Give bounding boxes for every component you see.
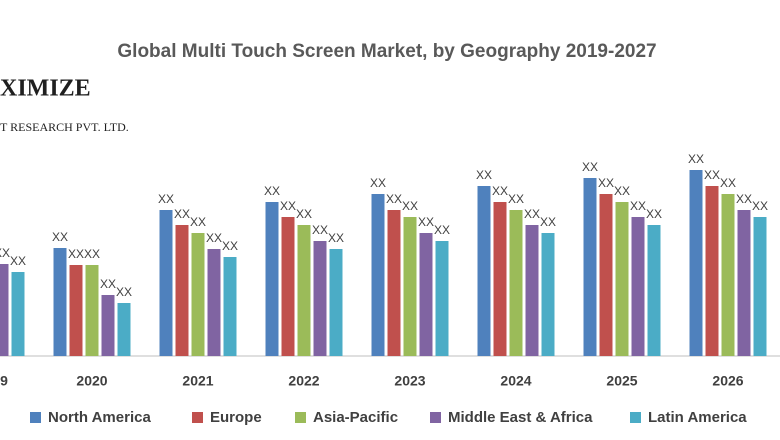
bar [599,194,613,356]
data-label: XX [296,207,312,221]
bar [265,202,279,356]
bar [615,202,629,356]
bar [329,249,343,356]
bar [419,233,433,356]
bar [721,194,735,356]
x-tick-label: 2022 [288,373,319,389]
data-label: XX [418,215,434,229]
bar [191,233,205,356]
legend-swatch [630,412,641,423]
data-label: XX [752,199,768,213]
data-label: XX [116,285,132,299]
data-label: XX [508,192,524,206]
data-label: XX [720,176,736,190]
bar [689,170,703,356]
bar [705,186,719,356]
data-label: XX [280,199,296,213]
data-label: XX [328,231,344,245]
legend-label: Latin America [648,409,747,426]
data-label: XX [476,168,492,182]
legend-swatch [30,412,41,423]
bar [631,217,645,356]
data-label: XX [736,192,752,206]
legend-label: Asia-Pacific [313,409,398,426]
data-label: XX [206,231,222,245]
data-label: XX [100,277,116,291]
bar [0,264,9,356]
legend-swatch [295,412,306,423]
legend-label: North America [48,409,151,426]
data-label: XX [598,176,614,190]
data-label: XX [190,215,206,229]
bar [737,210,751,356]
legend-swatch [192,412,203,423]
bar [11,272,25,356]
data-label: XX [524,207,540,221]
bar [53,248,67,356]
legend-swatch [430,412,441,423]
bar [541,233,555,356]
data-label: XX [646,207,662,221]
data-label: XX [434,223,450,237]
data-label: XX [402,199,418,213]
bar [175,225,189,356]
data-label: XX [630,199,646,213]
data-label: XX [614,184,630,198]
bar [281,217,295,356]
bar [297,225,311,356]
bar [387,210,401,356]
bar [477,186,491,356]
bar [509,210,523,356]
x-tick-label: 9 [0,373,8,389]
logo-text: XIMIZE [0,76,91,102]
bar [525,225,539,356]
data-label: XX [688,152,704,166]
bar [85,265,99,356]
data-label: XX [158,192,174,206]
x-tick-label: 2026 [712,373,743,389]
data-label: XX [68,247,84,261]
data-label: XX [370,176,386,190]
bar [159,210,173,356]
bar [493,202,507,356]
data-label: XX [0,246,10,260]
legend-label: Middle East & Africa [448,409,593,426]
data-label: XX [222,239,238,253]
bar [223,257,237,356]
data-label: XX [264,184,280,198]
logo-subtext: T RESEARCH PVT. LTD. [0,120,129,134]
bar [647,225,661,356]
x-tick-label: 2020 [76,373,107,389]
data-label: XX [174,207,190,221]
x-tick-label: 2023 [394,373,425,389]
bar [117,303,131,356]
data-label: XX [704,168,720,182]
x-tick-label: 2021 [182,373,213,389]
bar [371,194,385,356]
bar [435,241,449,356]
x-tick-label: 2025 [606,373,637,389]
bar [207,249,221,356]
x-tick-label: 2024 [500,373,531,389]
legend-label: Europe [210,409,262,426]
bar [403,217,417,356]
data-label: XX [582,160,598,174]
data-label: XX [492,184,508,198]
data-label: XX [10,254,26,268]
data-label: XX [52,230,68,244]
data-label: XX [84,247,100,261]
data-label: XX [312,223,328,237]
bar [753,217,767,356]
chart-title: Global Multi Touch Screen Market, by Geo… [117,41,656,62]
data-label: XX [540,215,556,229]
bar [583,178,597,356]
bar [313,241,327,356]
bar [101,295,115,356]
data-label: XX [386,192,402,206]
bar [69,265,83,356]
